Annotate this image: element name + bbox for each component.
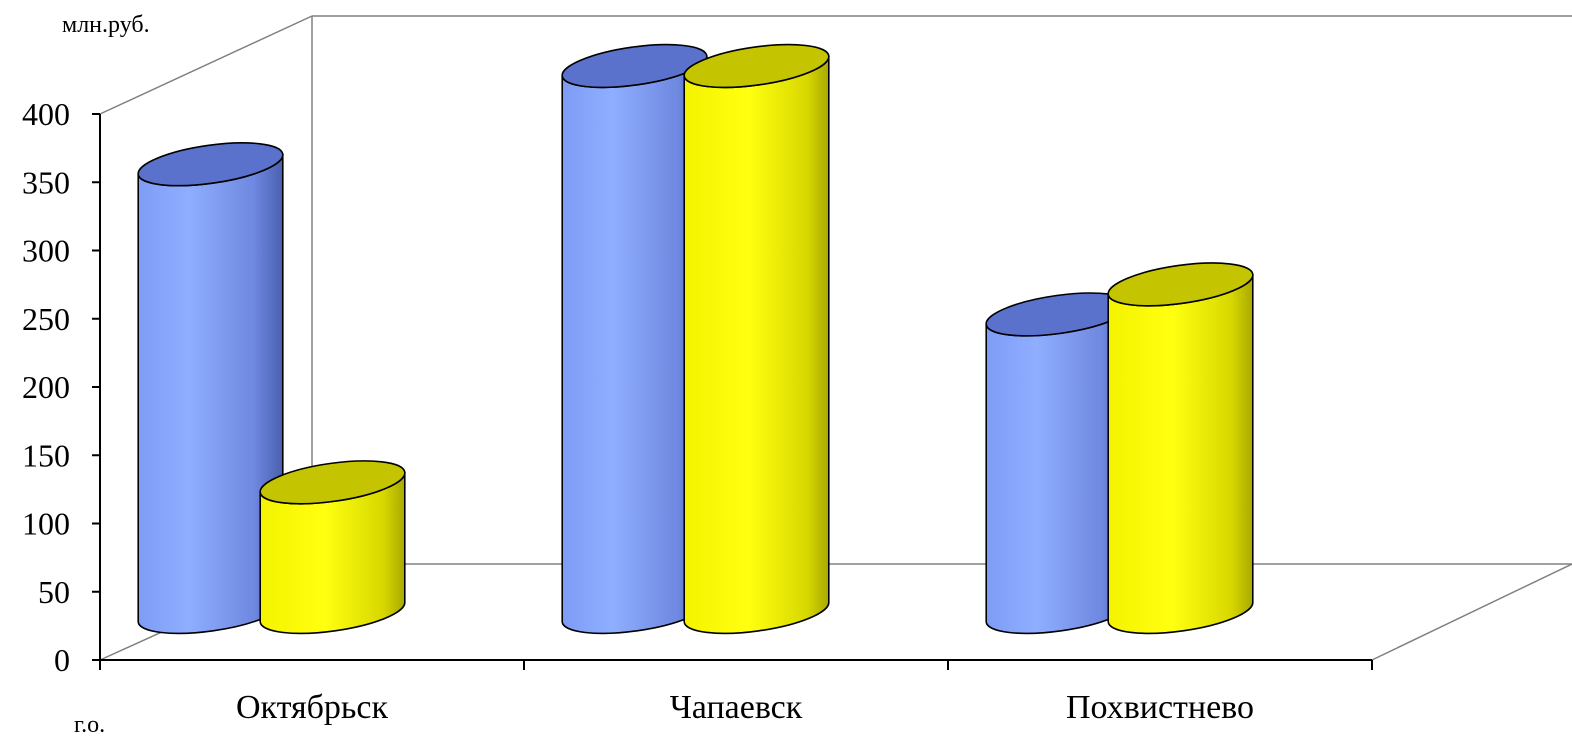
y-tick-label: 350 bbox=[22, 164, 70, 200]
side-wall-top-edge bbox=[99, 15, 313, 115]
y-tick-label: 250 bbox=[22, 301, 70, 337]
y-tick-label: 150 bbox=[22, 437, 70, 473]
x-category-label: Чапаевск bbox=[670, 689, 803, 726]
y-axis-unit-label: млн.руб. bbox=[62, 12, 150, 38]
x-category-label: Октябрьск bbox=[236, 689, 389, 726]
y-tick-label: 100 bbox=[22, 506, 70, 542]
cylinder-top bbox=[137, 142, 284, 187]
x-axis-ticks: Октябрьск Чапаевск Похвистнево bbox=[99, 660, 1373, 726]
y-tick-label: 0 bbox=[54, 642, 70, 678]
cylinder-bar bbox=[683, 43, 830, 635]
y-tick-label: 400 bbox=[22, 96, 70, 132]
cylinder-bar bbox=[259, 460, 406, 635]
cylinder-top bbox=[683, 43, 830, 89]
cylinder-bar bbox=[137, 142, 284, 635]
y-tick-label: 300 bbox=[22, 233, 70, 269]
cylinder-body bbox=[683, 55, 830, 635]
cylinder-top bbox=[1107, 262, 1254, 307]
cylinder-top bbox=[259, 460, 406, 505]
y-tick-label: 50 bbox=[38, 574, 70, 610]
floor-right-edge bbox=[1371, 563, 1572, 661]
y-axis-ticks: 0 50 100 150 200 250 300 350 400 bbox=[22, 96, 100, 678]
cylinder-bar bbox=[985, 292, 1132, 635]
bars-layer bbox=[137, 43, 1254, 635]
y-tick-label: 200 bbox=[22, 369, 70, 405]
cylinder-bar bbox=[1107, 262, 1254, 635]
cylinder-body bbox=[1107, 274, 1254, 635]
x-category-label: Похвистнево bbox=[1066, 689, 1254, 726]
cylinder-top bbox=[561, 43, 708, 89]
x-axis-unit-label: г.о. bbox=[74, 712, 105, 738]
